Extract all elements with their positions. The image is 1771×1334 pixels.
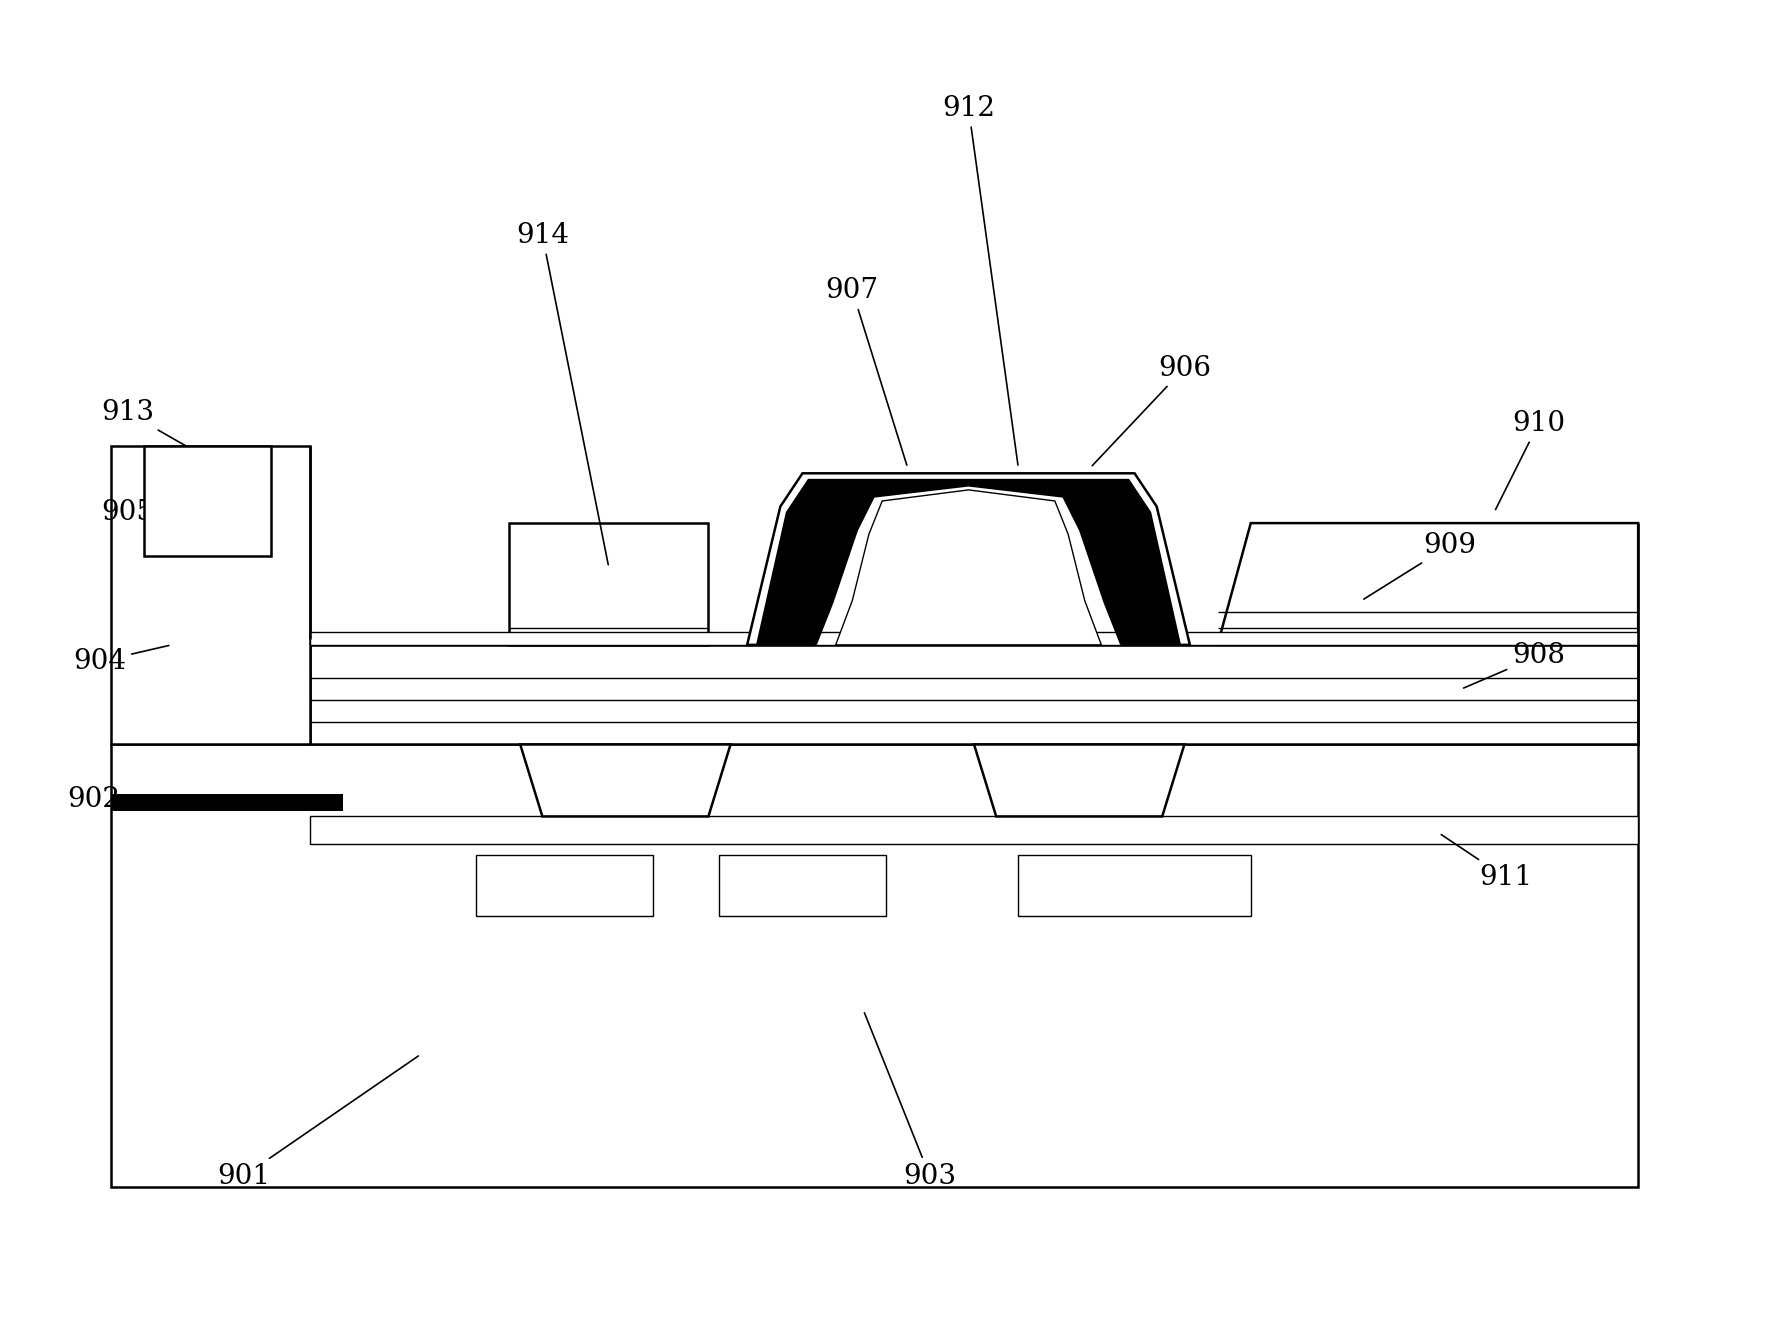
Text: 914: 914: [515, 221, 607, 564]
Bar: [310, 644, 1638, 744]
Text: 909: 909: [1364, 532, 1477, 599]
Text: 904: 904: [73, 646, 168, 675]
Bar: [1018, 855, 1250, 916]
Text: 911: 911: [1442, 835, 1532, 891]
Bar: [310, 631, 1638, 644]
Polygon shape: [836, 490, 1102, 644]
Text: 906: 906: [1093, 355, 1211, 466]
Bar: [310, 816, 1638, 844]
Polygon shape: [1218, 523, 1638, 644]
Polygon shape: [747, 474, 1190, 644]
Text: 913: 913: [101, 399, 202, 455]
Text: 912: 912: [942, 95, 1018, 466]
Bar: [476, 855, 653, 916]
Bar: [112, 446, 310, 744]
Text: 903: 903: [864, 1013, 956, 1190]
Bar: [112, 794, 344, 811]
Bar: [510, 523, 708, 644]
Text: 905: 905: [101, 499, 181, 555]
Polygon shape: [756, 479, 1181, 644]
Polygon shape: [974, 744, 1185, 816]
Text: 902: 902: [67, 786, 218, 814]
Bar: [112, 744, 1638, 1187]
Text: 907: 907: [825, 277, 907, 466]
Bar: [719, 855, 886, 916]
Polygon shape: [521, 744, 730, 816]
Text: 908: 908: [1463, 643, 1566, 688]
Text: 910: 910: [1495, 410, 1566, 510]
Text: 901: 901: [218, 1057, 418, 1190]
Bar: [143, 446, 271, 556]
